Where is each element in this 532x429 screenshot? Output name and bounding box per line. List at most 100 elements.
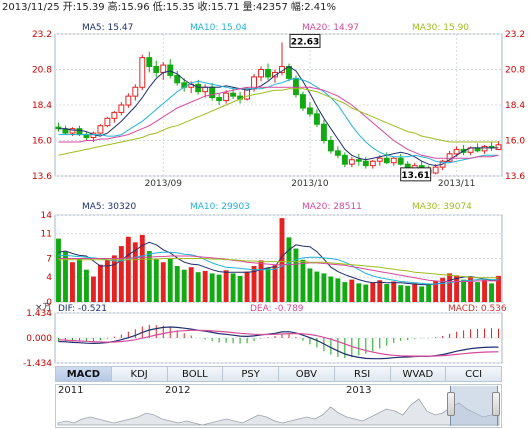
volume-bar [125,236,131,302]
volume-axis-label: 14 [41,211,53,221]
candle-body [446,153,453,162]
navigator-overview [57,398,500,426]
candle-body [362,160,369,167]
tab-obv[interactable]: OBV [278,366,334,382]
volume-bar [468,277,474,302]
volume-bar [160,262,166,302]
price-legend-ma20: MA20: 14.97 [302,23,359,33]
volume-bar [258,260,264,302]
macd-legend-macd: MACD: 0.536 [448,304,507,314]
volume-bar [83,269,89,302]
navigator-year-2013: 2013 [346,385,372,396]
candle-body [76,128,83,136]
volume-bar [286,237,292,302]
volume-bar [447,273,453,302]
price-axis-left-label: 13.6 [32,172,52,182]
navigator-left-handle[interactable] [447,392,455,416]
candle-body [341,154,348,165]
volume-bar [384,283,390,302]
volume-axis-label: 4 [46,273,52,283]
price-line-ma10 [58,77,499,164]
volume-legend-ma5: MA5: 30320 [82,202,136,212]
price-line-ma5 [58,65,499,167]
price-axis-right-label: 16.0 [505,137,525,147]
volume-bar [63,251,68,302]
candle-body [390,157,397,164]
range-navigator[interactable] [55,384,502,428]
volume-bar [342,282,348,302]
volume-bar [496,275,501,302]
volume-bar [419,286,425,302]
candle-body [334,150,341,156]
volume-bar [272,265,278,302]
price-axis-right-label: 23.2 [505,30,525,40]
volume-bar [139,234,145,302]
volume-bar [356,283,362,302]
volume-bar [223,270,229,302]
volume-bar [90,276,96,302]
volume-bar [97,264,103,302]
volume-bar [426,283,432,302]
volume-bar [489,283,494,302]
macd-legend-dif: DIF: -0.521 [58,304,107,314]
volume-bar [370,282,376,302]
candle-body [132,86,139,97]
candle-body [139,57,146,88]
candle-body [195,83,202,93]
volume-bar [146,251,152,302]
volume-bar [132,242,138,302]
navigator-selection-window[interactable] [450,386,498,426]
tab-cci[interactable]: CCI [445,366,502,382]
volume-bar [363,284,369,302]
tab-macd[interactable]: MACD [55,366,111,382]
high-marker-box [289,33,321,48]
macd-axis-label: 0.000 [26,334,52,344]
volume-bar [475,282,480,302]
candle-body [397,157,404,165]
volume-bar [398,285,404,302]
volume-axis-label: 7 [46,255,52,265]
tab-psy[interactable]: PSY [222,366,278,382]
candle-body [230,92,237,97]
volume-bar [461,279,467,302]
tab-rsi[interactable]: RSI [333,366,390,382]
macd-axis-label: -1.434 [23,359,52,369]
price-axis-right-label: 18.4 [505,101,525,111]
quote-low: 低:15.35 [152,2,195,13]
volume-bar [349,279,355,302]
candle-body [376,157,383,162]
volume-unit-label: ×万 [35,303,52,313]
candle-body [327,140,334,152]
volume-bar [307,268,313,302]
candle-body [348,159,355,165]
navigator-year-2011: 2011 [58,385,84,396]
price-date-label: 2013/11 [438,179,475,189]
volume-bar [118,246,124,302]
candle-body [300,94,306,109]
tab-boll[interactable]: BOLL [166,366,223,382]
price-legend-ma5: MA5: 15.47 [82,23,133,33]
price-axis-left-label: 18.4 [32,101,52,111]
navigator-right-handle[interactable] [492,392,500,416]
candle-body [174,74,181,84]
candle-body [481,145,488,152]
candle-body [223,92,230,102]
tab-kdj[interactable]: KDJ [110,366,167,382]
price-legend-ma30: MA30: 15.90 [412,23,469,33]
candle-body [153,66,160,73]
quote-high: 高:15.96 [107,2,150,13]
quote-close: 收:15.71 [197,2,240,13]
quote-open: 开:15.39 [62,2,105,13]
navigator-year-2012: 2012 [165,385,191,396]
volume-legend-ma10: MA10: 29903 [190,202,250,212]
high-marker-label: 22.63 [291,37,319,47]
volume-bar [314,271,320,302]
volume-bar [251,265,257,302]
volume-bar [104,259,110,302]
candle-body [258,69,264,78]
volume-bar [209,273,215,302]
candle-body [286,66,292,79]
volume-bar [440,277,446,302]
tab-wvad[interactable]: WVAD [389,366,446,382]
